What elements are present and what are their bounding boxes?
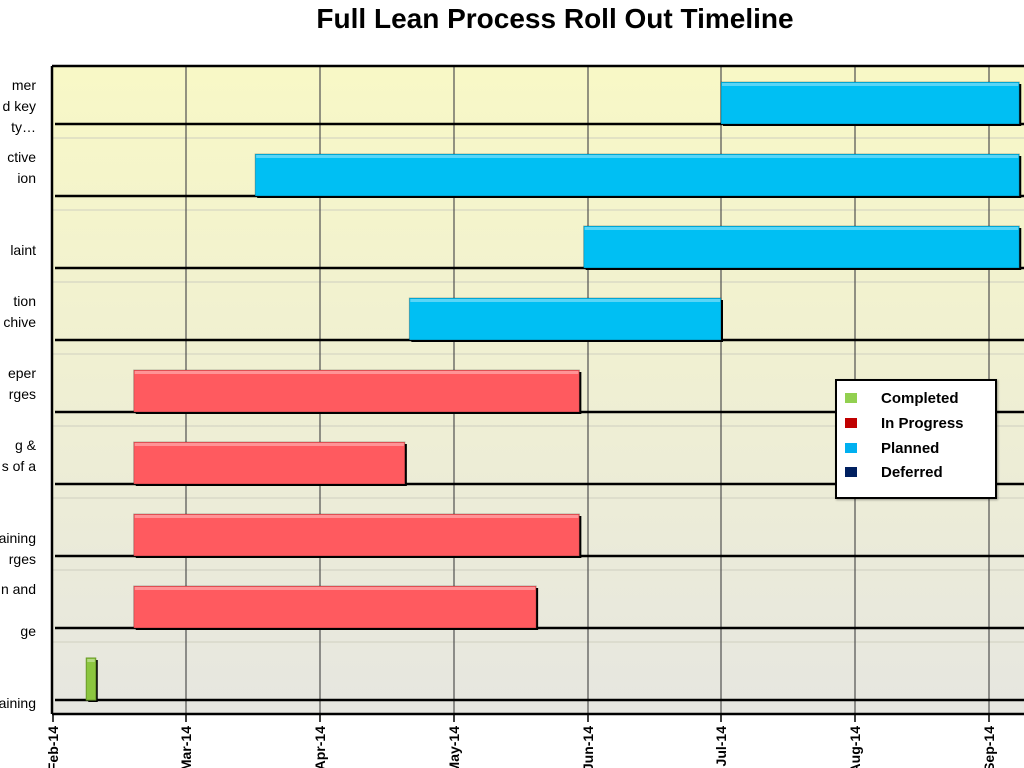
- legend-item-planned: Planned: [845, 439, 939, 459]
- x-tick-label: Apr-14: [312, 726, 328, 768]
- legend-swatch-planned: [845, 443, 857, 454]
- task-label: ion: [17, 170, 36, 186]
- legend-label-deferred: Deferred: [881, 464, 943, 481]
- x-tick-label: Feb-14: [45, 726, 61, 768]
- x-tick-label: Mar-14: [178, 726, 194, 768]
- x-tick-label: May-14: [446, 726, 462, 768]
- task-bar-highlight: [134, 371, 579, 374]
- task-label: rges: [9, 551, 36, 567]
- x-tick-label: Aug-14: [847, 726, 863, 768]
- task-label: tion: [13, 293, 36, 309]
- legend-item-deferred: Deferred: [845, 463, 943, 483]
- task-label: s of a: [2, 458, 36, 474]
- legend-item-completed: Completed: [845, 389, 959, 409]
- task-bar-highlight: [134, 443, 404, 446]
- task-bar-highlight: [722, 83, 1019, 86]
- legend-swatch-deferred: [845, 467, 857, 478]
- task-bar-highlight: [134, 587, 536, 590]
- task-bar-in-progress: [133, 441, 406, 485]
- legend-swatch-completed: [845, 393, 857, 404]
- task-bar-planned: [254, 153, 1020, 197]
- task-bar-highlight: [134, 515, 579, 518]
- task-label: chive: [3, 314, 36, 330]
- legend-label-completed: Completed: [881, 390, 959, 407]
- task-label: n and: [1, 581, 36, 597]
- task-bar-highlight: [256, 155, 1019, 158]
- x-tick-label: Jul-14: [713, 726, 729, 767]
- x-tick-label: Jun-14: [580, 726, 596, 768]
- task-label: aining: [0, 530, 36, 546]
- legend-swatch-in-progress: [845, 418, 857, 429]
- task-bar-planned: [583, 225, 1020, 269]
- task-label: ty…: [11, 119, 36, 135]
- legend-label-planned: Planned: [881, 440, 940, 457]
- chart-title: Full Lean Process Roll Out Timeline: [316, 3, 794, 34]
- task-label: rges: [9, 386, 36, 402]
- task-bar-planned: [408, 297, 722, 341]
- task-bar-planned: [720, 81, 1020, 125]
- task-label: g &: [15, 437, 37, 453]
- task-label: d key: [3, 98, 36, 114]
- task-bar-in-progress: [133, 585, 537, 629]
- task-label: eper: [8, 365, 36, 381]
- task-label: aining: [0, 695, 36, 711]
- task-bar-highlight: [410, 299, 720, 302]
- task-label: laint: [10, 242, 36, 258]
- legend: Completed In Progress Planned Deferred: [835, 379, 997, 499]
- x-tick-label: Sep-14: [981, 726, 997, 768]
- task-bar-completed: [85, 657, 97, 701]
- legend-label-in-progress: In Progress: [881, 415, 964, 432]
- legend-item-in-progress: In Progress: [845, 414, 964, 434]
- task-label: mer: [12, 77, 36, 93]
- task-bar-highlight: [87, 659, 95, 662]
- task-bar-in-progress: [133, 369, 580, 413]
- task-label: ge: [20, 623, 36, 639]
- task-label: ctive: [7, 149, 36, 165]
- task-bar-in-progress: [133, 513, 580, 557]
- task-bar-highlight: [584, 227, 1019, 230]
